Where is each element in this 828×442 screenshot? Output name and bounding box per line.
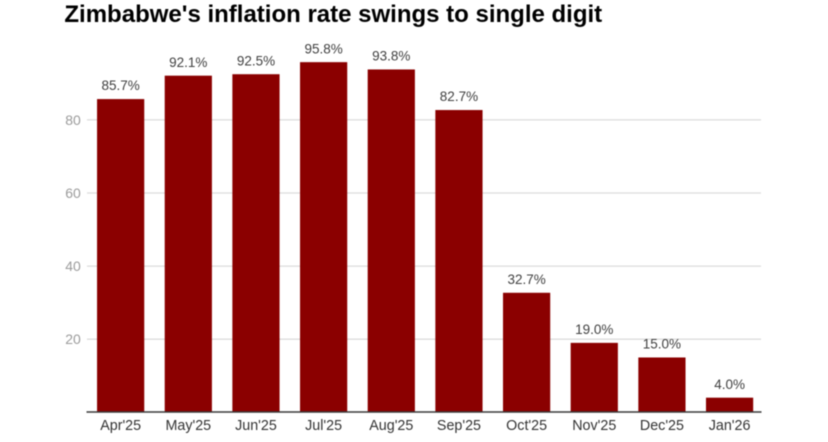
svg-text:Jan'26: Jan'26: [709, 418, 751, 434]
svg-text:Jun'25: Jun'25: [235, 418, 277, 434]
svg-text:60: 60: [65, 185, 81, 201]
svg-text:82.7%: 82.7%: [440, 89, 478, 104]
svg-text:Apr'25: Apr'25: [100, 418, 141, 434]
svg-text:19.0%: 19.0%: [575, 322, 613, 337]
svg-text:85.7%: 85.7%: [102, 78, 140, 93]
svg-text:32.7%: 32.7%: [507, 272, 545, 287]
svg-text:93.8%: 93.8%: [372, 49, 410, 64]
svg-text:Nov'25: Nov'25: [572, 418, 616, 434]
svg-text:May'25: May'25: [165, 418, 211, 434]
svg-text:92.5%: 92.5%: [237, 53, 275, 68]
svg-text:15.0%: 15.0%: [643, 337, 681, 352]
svg-text:20: 20: [65, 331, 81, 347]
svg-text:Sep'25: Sep'25: [437, 418, 481, 434]
svg-text:92.1%: 92.1%: [169, 55, 207, 70]
svg-text:Dec'25: Dec'25: [640, 418, 684, 434]
svg-text:Jul'25: Jul'25: [305, 418, 342, 434]
svg-text:80: 80: [65, 112, 81, 128]
svg-text:4.0%: 4.0%: [714, 377, 745, 392]
svg-text:Aug'25: Aug'25: [369, 418, 413, 434]
svg-text:Oct'25: Oct'25: [506, 418, 547, 434]
svg-text:95.8%: 95.8%: [304, 41, 342, 56]
svg-text:40: 40: [65, 258, 81, 274]
